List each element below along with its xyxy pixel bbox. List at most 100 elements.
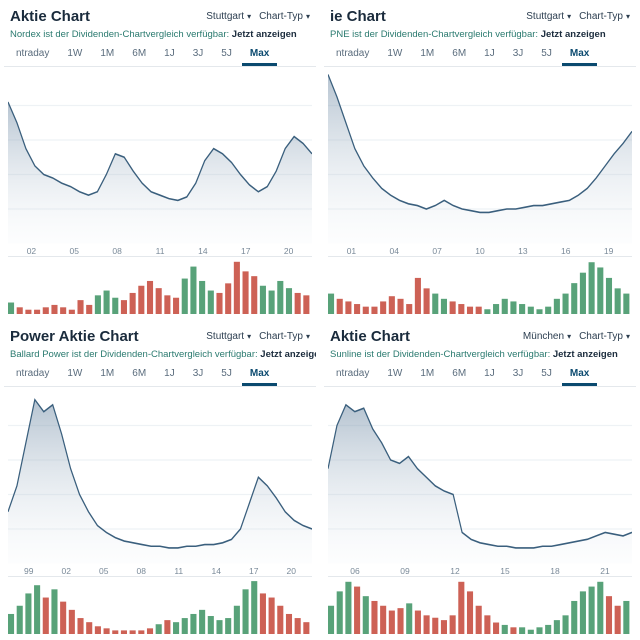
volume-chart (8, 256, 312, 315)
range-tab-6m[interactable]: 6M (444, 364, 474, 386)
chart-type-label: Chart-Typ (579, 331, 623, 342)
exchange-dropdown[interactable]: München▾ (523, 331, 571, 342)
range-tab-1w[interactable]: 1W (59, 44, 90, 66)
range-tab-6m[interactable]: 6M (124, 44, 154, 66)
range-tab-1w[interactable]: 1W (59, 364, 90, 386)
range-tab-3j[interactable]: 3J (185, 44, 212, 66)
exchange-dropdown[interactable]: Stuttgart▾ (206, 331, 251, 342)
range-tab-1m[interactable]: 1M (92, 44, 122, 66)
range-tab-1m[interactable]: 1M (412, 44, 442, 66)
price-chart (8, 391, 312, 564)
volume-chart (328, 576, 632, 635)
show-now-link[interactable]: Jetzt anzeigen (232, 29, 297, 40)
range-tab-max[interactable]: Max (562, 44, 597, 66)
x-axis: 9902050811141720 (8, 564, 312, 576)
x-tick: 07 (416, 246, 459, 256)
volume-chart (8, 576, 312, 635)
chevron-down-icon: ▾ (306, 332, 310, 341)
x-axis: 01040710131619 (328, 244, 632, 256)
chevron-down-icon: ▾ (247, 12, 251, 21)
range-tab-max[interactable]: Max (242, 364, 277, 386)
chart-panel-ballard: Power Aktie ChartStuttgart▾Chart-Typ▾Bal… (4, 324, 316, 636)
exchange-dropdown[interactable]: Stuttgart▾ (526, 11, 571, 22)
exchange-label: Stuttgart (526, 11, 564, 22)
chart-panel-nordex: Aktie ChartStuttgart▾Chart-Typ▾Nordex is… (4, 4, 316, 316)
range-tab-3j[interactable]: 3J (185, 364, 212, 386)
stock-name: Nordex (10, 29, 41, 40)
range-tab-1w[interactable]: 1W (379, 364, 410, 386)
x-tick: 20 (267, 246, 310, 256)
range-tab-intraday[interactable]: ntraday (328, 364, 377, 386)
chart-type-label: Chart-Typ (259, 11, 303, 22)
range-tabs: ntraday1W1M6M1J3J5JMax (324, 364, 636, 387)
x-tick: 11 (160, 566, 198, 576)
range-tab-intraday[interactable]: ntraday (8, 364, 57, 386)
chart-type-label: Chart-Typ (579, 11, 623, 22)
x-tick: 10 (459, 246, 502, 256)
chart-type-dropdown[interactable]: Chart-Typ▾ (579, 11, 630, 22)
range-tab-5j[interactable]: 5J (213, 44, 240, 66)
dropdown-group: Stuttgart▾Chart-Typ▾ (206, 331, 310, 342)
price-chart (328, 391, 632, 564)
range-tab-3j[interactable]: 3J (505, 44, 532, 66)
panel-header: ie Chart Stuttgart▾ Chart-Typ▾ (324, 4, 636, 27)
x-tick: 08 (123, 566, 161, 576)
x-tick: 99 (10, 566, 48, 576)
x-tick: 01 (330, 246, 373, 256)
range-tab-6m[interactable]: 6M (124, 364, 154, 386)
chart-area: 01040710131619 (324, 67, 636, 316)
x-tick: 09 (380, 566, 430, 576)
panel-title: ie Chart (330, 8, 386, 25)
show-now-link[interactable]: Jetzt anzeigen (260, 349, 316, 360)
range-tab-max[interactable]: Max (242, 44, 277, 66)
range-tab-max[interactable]: Max (562, 364, 597, 386)
range-tab-5j[interactable]: 5J (533, 364, 560, 386)
dividend-subtitle: Nordex ist der Dividenden-Chartvergleich… (4, 27, 316, 44)
range-tab-intraday[interactable]: ntraday (328, 44, 377, 66)
range-tab-1w[interactable]: 1W (379, 44, 410, 66)
exchange-dropdown[interactable]: Stuttgart▾ (206, 11, 251, 22)
panel-title: Aktie Chart (330, 328, 410, 345)
range-tab-5j[interactable]: 5J (533, 44, 560, 66)
range-tabs: ntraday1W1M6M1J3J5JMax (4, 364, 316, 387)
exchange-label: München (523, 331, 564, 342)
show-now-link[interactable]: Jetzt anzeigen (541, 29, 606, 40)
chart-type-label: Chart-Typ (259, 331, 303, 342)
chevron-down-icon: ▾ (626, 332, 630, 341)
range-tab-1j[interactable]: 1J (476, 364, 503, 386)
range-tab-1j[interactable]: 1J (156, 44, 183, 66)
show-now-link[interactable]: Jetzt anzeigen (553, 349, 618, 360)
stock-name: Sunline (330, 349, 362, 360)
range-tab-1j[interactable]: 1J (156, 364, 183, 386)
range-tab-intraday[interactable]: ntraday (8, 44, 57, 66)
dropdown-group: München▾Chart-Typ▾ (523, 331, 630, 342)
x-tick: 11 (139, 246, 182, 256)
chart-type-dropdown[interactable]: Chart-Typ▾ (259, 11, 310, 22)
x-tick: 20 (273, 566, 311, 576)
subtitle-text: ist der Dividenden-Chartvergleich verfüg… (350, 29, 541, 40)
x-tick: 15 (480, 566, 530, 576)
dropdown-group: Stuttgart▾ Chart-Typ▾ (526, 11, 630, 22)
subtitle-text: ist der Dividenden-Chartvergleich verfüg… (362, 349, 553, 360)
chart-area: 9902050811141720 (4, 387, 316, 636)
range-tab-1m[interactable]: 1M (412, 364, 442, 386)
range-tab-5j[interactable]: 5J (213, 364, 240, 386)
panel-header: Aktie ChartMünchen▾Chart-Typ▾ (324, 324, 636, 347)
range-tab-6m[interactable]: 6M (444, 44, 474, 66)
dividend-subtitle: Sunline ist der Dividenden-Chartvergleic… (324, 347, 636, 364)
x-tick: 04 (373, 246, 416, 256)
exchange-label: Stuttgart (206, 11, 244, 22)
range-tab-1m[interactable]: 1M (92, 364, 122, 386)
dividend-subtitle: PNE ist der Dividenden-Chartvergleich ve… (324, 27, 636, 44)
dividend-subtitle: Ballard Power ist der Dividenden-Chartve… (4, 347, 316, 364)
x-tick: 12 (430, 566, 480, 576)
range-tab-1j[interactable]: 1J (476, 44, 503, 66)
x-tick: 21 (580, 566, 630, 576)
range-tab-3j[interactable]: 3J (505, 364, 532, 386)
chart-type-dropdown[interactable]: Chart-Typ▾ (579, 331, 630, 342)
panel-header: Power Aktie ChartStuttgart▾Chart-Typ▾ (4, 324, 316, 347)
chart-type-dropdown[interactable]: Chart-Typ▾ (259, 331, 310, 342)
chevron-down-icon: ▾ (247, 332, 251, 341)
x-tick: 14 (198, 566, 236, 576)
chevron-down-icon: ▾ (306, 12, 310, 21)
